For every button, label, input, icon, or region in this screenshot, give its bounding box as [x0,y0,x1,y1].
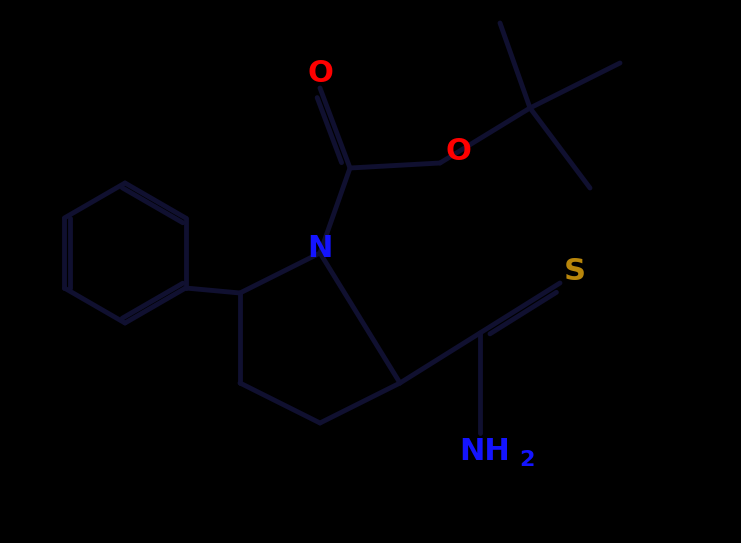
Text: O: O [445,136,471,166]
Text: NH: NH [459,437,511,465]
Text: S: S [564,256,586,286]
Text: O: O [307,59,333,87]
Text: N: N [308,233,333,262]
Text: 2: 2 [519,450,535,470]
